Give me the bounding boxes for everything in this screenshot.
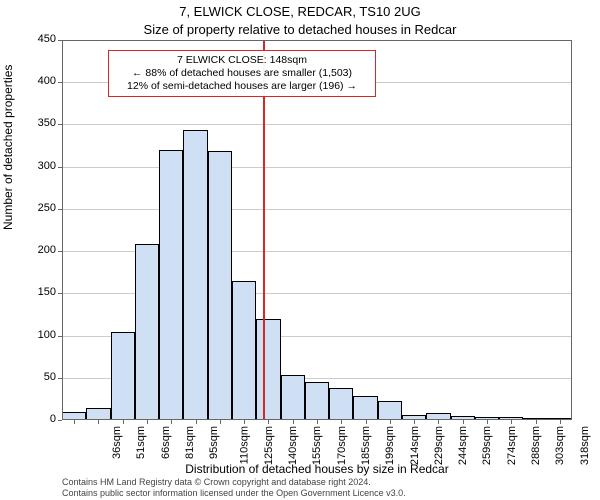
annotation-line-3: 12% of semi-detached houses are larger (… <box>115 80 369 93</box>
x-tick-mark <box>98 420 99 424</box>
x-tick-label: 288sqm <box>530 426 542 465</box>
x-tick-label: 214sqm <box>409 426 421 465</box>
chart-title-line2: Size of property relative to detached ho… <box>0 22 600 37</box>
y-tick-label: 100 <box>16 329 56 341</box>
x-tick-label: 170sqm <box>336 426 348 465</box>
y-tick-mark <box>58 378 62 379</box>
x-tick-mark <box>511 420 512 424</box>
y-tick-label: 300 <box>16 160 56 172</box>
footer-line-1: Contains HM Land Registry data © Crown c… <box>62 477 406 487</box>
x-tick-label: 274sqm <box>506 426 518 465</box>
x-tick-mark <box>536 420 537 424</box>
annotation-box: 7 ELWICK CLOSE: 148sqm ← 88% of detached… <box>108 50 376 97</box>
y-tick-mark <box>58 336 62 337</box>
x-tick-label: 66sqm <box>160 426 172 459</box>
y-tick-label: 150 <box>16 286 56 298</box>
chart-container: 7, ELWICK CLOSE, REDCAR, TS10 2UG Size o… <box>0 0 600 500</box>
x-tick-mark <box>317 420 318 424</box>
x-tick-mark <box>196 420 197 424</box>
x-tick-label: 51sqm <box>135 426 147 459</box>
y-tick-label: 450 <box>16 33 56 45</box>
x-tick-mark <box>560 420 561 424</box>
y-tick-mark <box>58 124 62 125</box>
x-tick-mark <box>123 420 124 424</box>
x-tick-label: 155sqm <box>312 426 324 465</box>
y-axis-label: Number of detached properties <box>1 65 15 230</box>
x-tick-mark <box>341 420 342 424</box>
x-tick-label: 303sqm <box>554 426 566 465</box>
x-tick-label: 244sqm <box>457 426 469 465</box>
x-tick-label: 81sqm <box>184 426 196 459</box>
x-tick-label: 110sqm <box>238 426 250 464</box>
chart-title-line1: 7, ELWICK CLOSE, REDCAR, TS10 2UG <box>0 4 600 19</box>
x-tick-mark <box>147 420 148 424</box>
x-tick-mark <box>268 420 269 424</box>
x-tick-label: 199sqm <box>384 426 396 465</box>
x-tick-mark <box>366 420 367 424</box>
y-tick-label: 400 <box>16 75 56 87</box>
y-tick-mark <box>58 420 62 421</box>
y-tick-mark <box>58 251 62 252</box>
x-tick-mark <box>463 420 464 424</box>
y-tick-mark <box>58 82 62 83</box>
x-tick-mark <box>390 420 391 424</box>
x-tick-label: 95sqm <box>208 426 220 459</box>
x-tick-mark <box>244 420 245 424</box>
annotation-line-1: 7 ELWICK CLOSE: 148sqm <box>115 54 369 67</box>
x-tick-label: 185sqm <box>360 426 372 465</box>
y-tick-mark <box>58 209 62 210</box>
y-tick-mark <box>58 293 62 294</box>
y-tick-label: 50 <box>16 371 56 383</box>
y-tick-mark <box>58 40 62 41</box>
y-tick-mark <box>58 167 62 168</box>
x-axis-label: Distribution of detached houses by size … <box>62 462 572 476</box>
y-tick-label: 200 <box>16 244 56 256</box>
x-tick-label: 125sqm <box>263 426 275 465</box>
x-tick-label: 140sqm <box>287 426 299 465</box>
x-tick-label: 318sqm <box>579 426 591 465</box>
x-tick-mark <box>293 420 294 424</box>
x-tick-mark <box>74 420 75 424</box>
annotation-line-2: ← 88% of detached houses are smaller (1,… <box>115 67 369 80</box>
x-tick-label: 259sqm <box>482 426 494 465</box>
x-tick-mark <box>171 420 172 424</box>
y-tick-label: 0 <box>16 413 56 425</box>
x-tick-label: 229sqm <box>433 426 445 465</box>
x-tick-mark <box>414 420 415 424</box>
y-tick-label: 350 <box>16 117 56 129</box>
x-tick-mark <box>487 420 488 424</box>
footer-attribution: Contains HM Land Registry data © Crown c… <box>62 477 406 498</box>
x-tick-label: 36sqm <box>111 426 123 459</box>
footer-line-2: Contains public sector information licen… <box>62 488 406 498</box>
x-tick-mark <box>220 420 221 424</box>
y-tick-label: 250 <box>16 202 56 214</box>
x-tick-mark <box>438 420 439 424</box>
